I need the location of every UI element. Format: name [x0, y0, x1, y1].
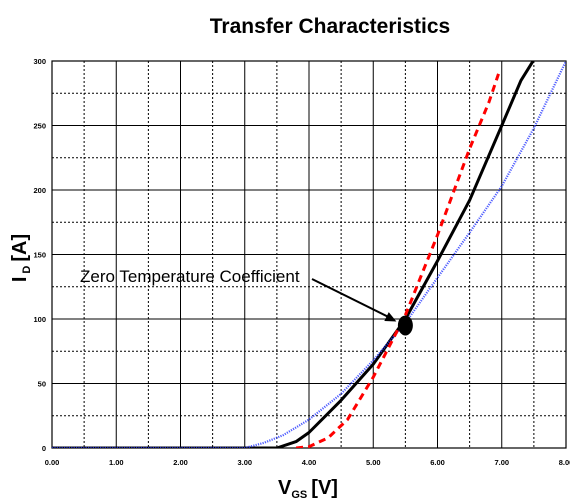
y-tick-label: 50 — [38, 380, 46, 389]
x-tick-label: 1.00 — [109, 458, 124, 467]
y-axis-label-main: I — [9, 277, 31, 283]
y-axis-label-sub: D — [21, 266, 33, 274]
annotation-arrow-shaft — [311, 278, 394, 321]
series-line-1 — [52, 61, 535, 448]
y-tick-label: 200 — [33, 186, 46, 195]
y-axis-label: ID [A] — [9, 234, 33, 282]
y-tick-label: 100 — [33, 315, 46, 324]
ticks-layer: 0.00 1.00 2.00 3.00 4.00 5.00 6.00 7.00 8.00 0 50 1… — [33, 57, 570, 467]
x-axis-label-main: V — [278, 477, 292, 498]
series-line-2 — [52, 61, 566, 448]
y-tick-label: 300 — [33, 57, 46, 66]
zero-temperature-point — [397, 315, 413, 336]
y-tick-label: 250 — [33, 122, 46, 131]
annotation-label: Zero Temperature Coefficient — [80, 267, 300, 286]
x-axis-label-unit: [V] — [311, 477, 338, 498]
x-axis-label-sub: GS — [291, 489, 307, 498]
y-tick-label: 150 — [33, 251, 46, 260]
x-tick-label: 7.00 — [494, 458, 509, 467]
chart-title: Transfer Characteristics — [210, 15, 450, 38]
series-line-3 — [295, 73, 500, 448]
y-tick-label: 0 — [42, 444, 46, 453]
x-tick-label: 5.00 — [366, 458, 381, 467]
y-axis-label-unit: [A] — [9, 234, 31, 262]
x-tick-label: 3.00 — [237, 458, 252, 467]
grid-layer — [51, 60, 567, 449]
x-tick-label: 6.00 — [430, 458, 445, 467]
x-tick-label: 8.00 — [559, 458, 570, 467]
x-tick-label: 2.00 — [173, 458, 188, 467]
series-layer — [52, 61, 566, 448]
x-axis-label: VGS [V] — [278, 477, 338, 498]
x-tick-label: 0.00 — [45, 458, 60, 467]
annotation-layer: Zero Temperature Coefficient — [80, 267, 413, 336]
x-tick-label: 4.00 — [302, 458, 317, 467]
annotation-arrowhead — [384, 312, 397, 322]
